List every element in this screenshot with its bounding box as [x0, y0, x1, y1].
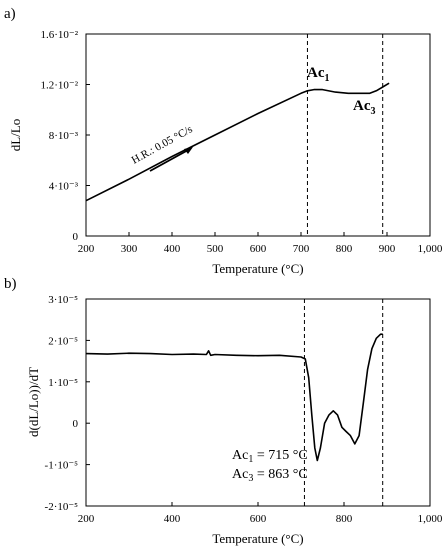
x-tick-label: 1,000 — [418, 513, 443, 525]
y-tick-label: 1.2·10⁻² — [40, 80, 78, 92]
x-tick-label: 700 — [293, 243, 310, 255]
x-tick-label: 800 — [336, 243, 353, 255]
panel-b-series-line — [85, 333, 383, 462]
panel-a-y-ticks: 0 4·10⁻³ 8·10⁻³ 1.2·10⁻² 1.6·10⁻² — [40, 29, 90, 243]
y-tick-label: 8·10⁻³ — [49, 130, 79, 142]
panel-b-x-axis-label: Temperature (°C) — [212, 531, 303, 546]
panel-a-vlines — [306, 34, 384, 236]
x-tick-label: 400 — [164, 243, 181, 255]
x-tick-label: 500 — [207, 243, 224, 255]
y-tick-label: 4·10⁻³ — [49, 181, 79, 193]
ac1-label-a: Ac1 — [307, 65, 330, 84]
y-tick-label: 1·10⁻⁵ — [48, 377, 78, 389]
y-tick-label: 0 — [73, 231, 79, 243]
heating-rate-annotation: H.R.: 0.05 °C/s — [130, 123, 195, 166]
x-tick-label: 200 — [78, 513, 95, 525]
x-tick-label: 300 — [121, 243, 138, 255]
ac1-value-annotation: Ac1 = 715 °C — [232, 448, 308, 465]
y-tick-label: 3·10⁻⁵ — [48, 294, 78, 306]
x-tick-label: 600 — [250, 243, 267, 255]
y-tick-label: 1.6·10⁻² — [40, 29, 78, 41]
panel-a-label: a) — [4, 6, 16, 22]
panel-b-y-ticks: -2·10⁻⁵ -1·10⁻⁵ 0 1·10⁻⁵ 2·10⁻⁵ 3·10⁻⁵ — [45, 294, 90, 513]
panel-b: b) -2·10⁻⁵ -1·10⁻⁵ 0 1·10⁻⁵ 2·10⁻⁵ 3·10⁻⁵ 200… — [4, 276, 443, 546]
panel-a-plot-frame — [85, 33, 431, 237]
panel-a-y-axis-label: dL/Lo — [8, 119, 23, 152]
y-tick-label: -1·10⁻⁵ — [45, 460, 79, 472]
ac3-value-annotation: Ac3 = 863 °C — [232, 467, 308, 484]
x-tick-label: 400 — [164, 513, 181, 525]
y-tick-label: 0 — [73, 418, 79, 430]
panel-b-label: b) — [4, 276, 17, 292]
y-tick-label: -2·10⁻⁵ — [45, 501, 79, 513]
x-tick-label: 600 — [250, 513, 267, 525]
panel-b-vlines — [303, 299, 384, 506]
x-tick-label: 1,000 — [418, 243, 443, 255]
x-tick-label: 900 — [379, 243, 396, 255]
panel-a: a) 0 4·10⁻³ 8·10⁻³ 1.2·10⁻² 1.6·10⁻² 200 300 4… — [4, 6, 443, 276]
panel-b-y-axis-label: d(dL/Lo))/dT — [26, 367, 41, 437]
y-tick-label: 2·10⁻⁵ — [48, 335, 78, 347]
x-tick-label: 800 — [336, 513, 353, 525]
panel-a-x-axis-label: Temperature (°C) — [212, 261, 303, 276]
heating-rate-arrow — [149, 148, 191, 172]
panel-b-x-ticks: 200 400 600 800 1,000 — [78, 502, 443, 525]
panel-a-x-ticks: 200 300 400 500 600 700 800 900 1,000 — [78, 232, 443, 255]
ac3-label-a: Ac3 — [353, 98, 376, 117]
x-tick-label: 200 — [78, 243, 95, 255]
panel-a-series-line — [85, 82, 390, 202]
heating-rate-arrowhead — [184, 147, 193, 154]
